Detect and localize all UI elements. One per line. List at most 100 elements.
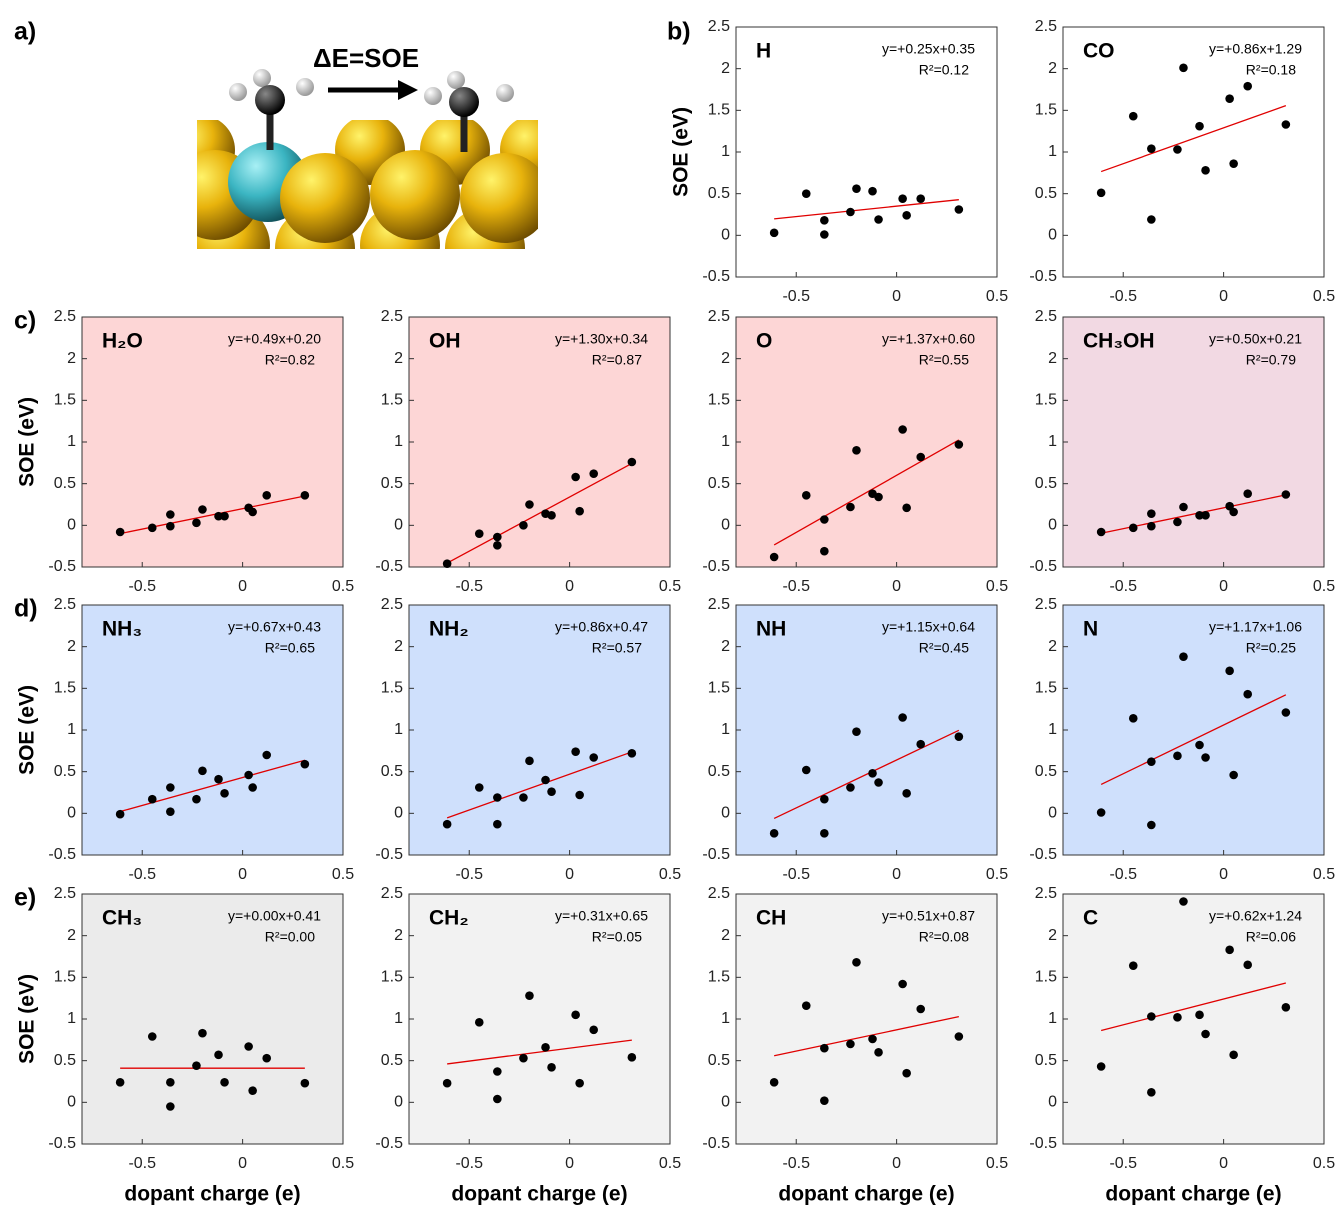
data-point <box>148 524 157 533</box>
data-point <box>802 189 811 198</box>
y-tick-label: 2 <box>1048 638 1057 655</box>
panel-label: d) <box>14 595 38 623</box>
x-tick-label: 0.5 <box>1313 288 1335 305</box>
y-tick-label: 1 <box>394 721 403 738</box>
y-tick-label: 0.5 <box>708 1052 730 1069</box>
data-point <box>1147 144 1156 153</box>
data-point <box>1282 490 1291 499</box>
y-tick-label: 2 <box>721 60 730 77</box>
r-squared: R²=0.00 <box>265 929 315 945</box>
x-tick-label: 0.5 <box>986 578 1008 595</box>
y-tick-label: 0 <box>394 805 403 822</box>
y-tick-label: -0.5 <box>702 268 730 285</box>
y-tick-label: 1.5 <box>54 392 76 409</box>
r-squared: R²=0.87 <box>592 352 642 368</box>
y-tick-label: 2.5 <box>708 596 730 613</box>
data-point <box>220 512 229 521</box>
x-tick-label: 0.5 <box>1313 1155 1335 1172</box>
data-point <box>1243 690 1252 699</box>
data-point <box>525 757 534 766</box>
data-point <box>802 491 811 500</box>
y-tick-label: -0.5 <box>1029 268 1057 285</box>
y-axis-label: SOE (eV) <box>16 685 39 775</box>
data-point <box>1179 652 1188 661</box>
data-point <box>628 458 637 467</box>
data-point <box>443 1079 452 1088</box>
x-tick-label: 0.5 <box>332 1155 354 1172</box>
data-point <box>1173 752 1182 761</box>
data-point <box>475 1018 484 1027</box>
x-tick-label: 0.5 <box>332 866 354 883</box>
data-point <box>820 216 829 225</box>
data-point <box>802 766 811 775</box>
x-tick-label: 0.5 <box>986 288 1008 305</box>
y-tick-label: 2 <box>67 350 76 367</box>
data-point <box>166 522 175 531</box>
r-squared: R²=0.25 <box>1246 640 1296 656</box>
data-point <box>898 713 907 722</box>
y-tick-label: 2 <box>1048 60 1057 77</box>
fit-equation: y=+1.17x+1.06 <box>1209 619 1302 635</box>
y-tick-label: 2.5 <box>1035 596 1057 613</box>
panel-label: e) <box>14 884 36 912</box>
y-tick-label: 1.5 <box>381 680 403 697</box>
data-point <box>820 230 829 239</box>
data-point <box>493 820 502 829</box>
data-point <box>1147 821 1156 830</box>
data-point <box>1147 1012 1156 1021</box>
data-point <box>1195 122 1204 131</box>
y-tick-label: 0 <box>1048 1094 1057 1111</box>
data-point <box>301 1079 310 1088</box>
data-point <box>1129 714 1138 723</box>
data-point <box>198 1029 207 1038</box>
data-point <box>1201 1030 1210 1039</box>
data-point <box>541 1043 550 1052</box>
y-tick-label: 2 <box>721 927 730 944</box>
data-point <box>770 229 779 238</box>
y-tick-label: 1.5 <box>708 680 730 697</box>
data-point <box>166 1102 175 1111</box>
y-tick-label: 1.5 <box>1035 969 1057 986</box>
y-tick-label: -0.5 <box>1029 1135 1057 1152</box>
y-tick-label: 2.5 <box>708 885 730 902</box>
data-point <box>916 740 925 749</box>
data-point <box>898 425 907 434</box>
data-point <box>244 771 253 780</box>
y-tick-label: 1 <box>1048 433 1057 450</box>
data-point <box>1243 961 1252 970</box>
data-point <box>955 440 964 449</box>
data-point <box>852 727 861 736</box>
r-squared: R²=0.12 <box>919 62 969 78</box>
x-axis-label: dopant charge (e) <box>451 1183 627 1206</box>
data-point <box>1097 808 1106 817</box>
data-point <box>198 505 207 514</box>
data-point <box>301 760 310 769</box>
data-point <box>1229 508 1238 517</box>
data-point <box>248 508 257 517</box>
y-tick-label: 0 <box>67 1094 76 1111</box>
data-point <box>628 1053 637 1062</box>
y-tick-label: 0 <box>1048 517 1057 534</box>
x-tick-label: 0 <box>1219 578 1228 595</box>
data-point <box>846 503 855 512</box>
data-point <box>1243 489 1252 498</box>
panel-title: C <box>1083 907 1098 930</box>
y-tick-label: 1.5 <box>54 680 76 697</box>
data-point <box>148 1032 157 1041</box>
x-tick-label: 0 <box>565 866 574 883</box>
x-tick-label: -0.5 <box>782 288 810 305</box>
y-tick-label: 0 <box>721 1094 730 1111</box>
y-tick-label: 2 <box>394 927 403 944</box>
y-tick-label: 2.5 <box>381 308 403 325</box>
data-point <box>1173 1013 1182 1022</box>
y-tick-label: 0.5 <box>1035 475 1057 492</box>
y-tick-label: -0.5 <box>48 846 76 863</box>
data-point <box>852 958 861 967</box>
x-tick-label: 0 <box>1219 1155 1228 1172</box>
data-point <box>262 751 271 760</box>
panel-title: N <box>1083 618 1098 641</box>
x-tick-label: -0.5 <box>128 1155 156 1172</box>
data-point <box>1282 708 1291 717</box>
data-point <box>868 769 877 778</box>
data-point <box>1229 771 1238 780</box>
